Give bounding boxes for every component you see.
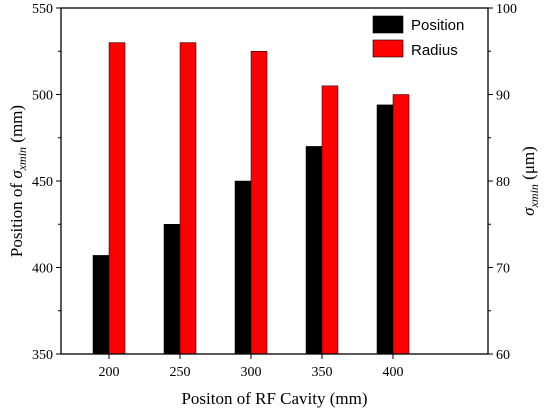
y-left-tick-label: 500 [32, 89, 53, 104]
bar-radius-200 [108, 42, 126, 355]
legend: Position Radius [372, 15, 464, 59]
bar-position-350 [305, 146, 323, 355]
legend-swatch-radius [372, 39, 404, 58]
y-axis-right: 60 70 80 90 100 [488, 2, 517, 363]
x-tick-label: 250 [170, 365, 191, 380]
y-axis-left: 350 400 450 500 550 [32, 2, 61, 363]
x-tick-label: 300 [241, 365, 262, 380]
y-left-tick-label: 450 [32, 175, 53, 190]
y-right-tick-label: 60 [496, 348, 510, 363]
bar-position-250 [163, 224, 181, 355]
x-axis: 200 250 300 350 400 [99, 354, 404, 380]
legend-label-position: Position [411, 17, 464, 34]
x-tick-label: 400 [383, 365, 404, 380]
bar-radius-350 [321, 85, 339, 355]
x-tick-label: 200 [99, 365, 120, 380]
y-left-tick-label: 400 [32, 262, 53, 277]
bar-position-200 [92, 255, 110, 355]
x-axis-title: Positon of RF Cavity (mm) [181, 389, 367, 408]
bar-position-300 [234, 180, 252, 355]
bars-layer [92, 42, 410, 355]
bar-radius-300 [250, 51, 268, 355]
bar-position-400 [376, 104, 394, 355]
legend-label-radius: Radius [411, 42, 458, 59]
x-tick-label: 350 [312, 365, 333, 380]
y-right-tick-label: 90 [496, 89, 510, 104]
y-right-tick-label: 70 [496, 262, 510, 277]
y-right-axis-title: σxmin (μm) [519, 146, 541, 216]
bar-radius-400 [392, 94, 410, 355]
y-left-tick-label: 550 [32, 2, 53, 17]
y-left-tick-label: 350 [32, 348, 53, 363]
y-left-axis-title: Position of σxmin (mm) [7, 105, 29, 257]
y-right-tick-label: 100 [496, 2, 517, 17]
bar-radius-250 [179, 42, 197, 355]
y-right-tick-label: 80 [496, 175, 510, 190]
legend-swatch-position [372, 15, 404, 34]
